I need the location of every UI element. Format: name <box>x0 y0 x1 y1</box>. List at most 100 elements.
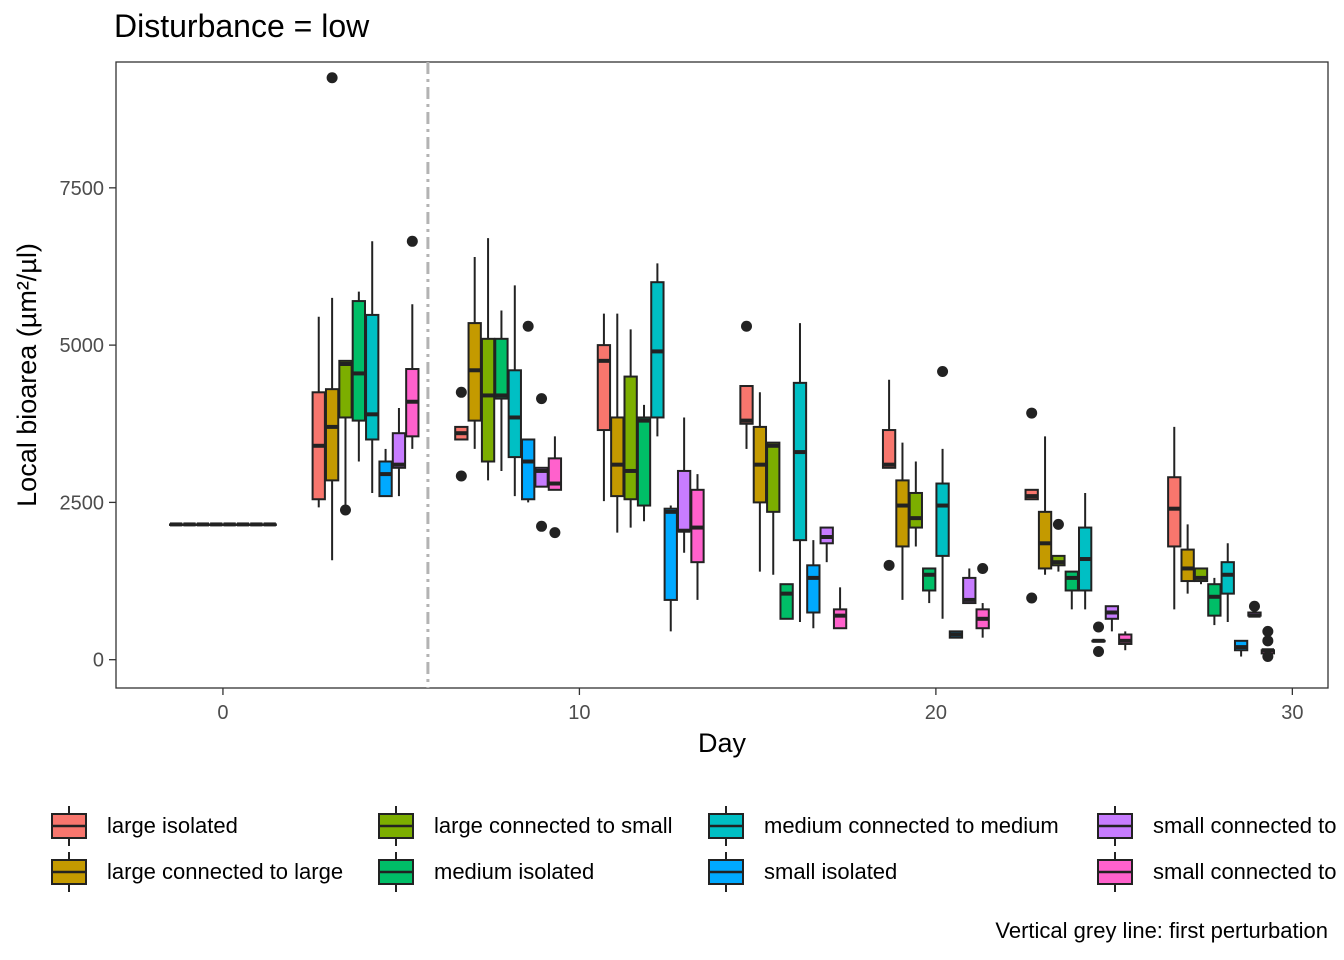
plot-panel <box>115 61 1329 689</box>
outlier <box>522 320 534 332</box>
legend <box>51 806 1133 892</box>
box <box>1064 570 1079 610</box>
outlier <box>1262 625 1274 637</box>
y-tick-label: 0 <box>93 650 104 672</box>
box <box>182 522 197 527</box>
y-axis-label: Local bioarea (µm²/µl) <box>12 243 42 507</box>
box <box>806 540 821 629</box>
box <box>1260 625 1275 663</box>
legend-key <box>378 806 414 846</box>
outlier <box>406 235 418 247</box>
box <box>663 505 678 632</box>
box <box>1091 621 1106 658</box>
box-body <box>1220 561 1235 595</box>
legend-label: large isolated <box>107 813 238 838</box>
box <box>454 386 469 482</box>
box-body <box>792 381 808 542</box>
box-body <box>1180 548 1195 583</box>
outlier <box>326 72 338 84</box>
box-body <box>636 416 652 507</box>
box <box>547 436 563 539</box>
boxes <box>169 72 1275 663</box>
box <box>235 522 251 527</box>
x-tick-label: 30 <box>1281 702 1303 724</box>
box <box>1180 524 1195 594</box>
box <box>222 522 237 527</box>
box-body <box>351 300 366 422</box>
box <box>739 320 754 449</box>
box <box>1118 631 1133 651</box>
outlier <box>536 520 548 532</box>
box-body <box>610 416 625 498</box>
box <box>1207 577 1222 626</box>
box <box>1220 543 1235 622</box>
box <box>405 235 420 449</box>
legend-label: small connected to <box>1153 813 1337 838</box>
box-body <box>480 337 496 463</box>
box-body <box>391 432 407 469</box>
box <box>1078 492 1093 610</box>
legend-label: medium connected to medium <box>764 813 1059 838</box>
box <box>752 392 768 572</box>
box <box>792 323 808 622</box>
box <box>365 241 380 493</box>
box-body <box>676 469 692 532</box>
outlier <box>455 470 467 482</box>
box-body <box>365 313 380 441</box>
outlier <box>741 320 753 332</box>
legend-key <box>1097 806 1133 846</box>
box-body <box>908 491 923 529</box>
outlier <box>977 562 989 574</box>
outlier <box>937 366 949 378</box>
box-body <box>895 479 910 548</box>
box-body <box>962 576 977 605</box>
box <box>391 408 407 497</box>
box <box>324 72 340 561</box>
box <box>262 522 277 527</box>
box <box>908 461 923 547</box>
box <box>690 474 705 600</box>
y-tick-label: 7500 <box>60 178 105 200</box>
box-body <box>922 567 937 592</box>
x-tick-label: 10 <box>568 702 590 724</box>
legend-key <box>51 852 87 892</box>
outlier <box>883 559 895 571</box>
box <box>480 238 496 481</box>
box-body <box>623 375 638 501</box>
axis-ticks: 0 10 20 30 0 2500 5000 7500 <box>60 178 1304 724</box>
legend-label: small isolated <box>764 859 898 884</box>
box <box>948 630 964 639</box>
outlier <box>1026 592 1038 604</box>
box-body <box>507 369 522 459</box>
outlier <box>339 504 351 516</box>
box <box>650 263 665 437</box>
box <box>1037 436 1053 575</box>
box <box>534 393 549 532</box>
box <box>1193 567 1209 585</box>
y-tick-label: 5000 <box>60 335 105 357</box>
box <box>881 379 897 571</box>
outlier <box>1262 651 1274 663</box>
box <box>610 313 625 533</box>
outlier <box>1026 407 1038 419</box>
x-tick-label: 0 <box>217 702 228 724</box>
box <box>1104 605 1120 632</box>
legend-key <box>708 806 744 846</box>
box <box>467 257 482 449</box>
box <box>895 442 910 600</box>
x-axis-label: Day <box>698 728 747 758</box>
box <box>832 587 848 630</box>
chart-title: Disturbance = low <box>114 8 370 44</box>
box <box>1024 407 1039 604</box>
box-body <box>935 482 950 557</box>
outlier <box>1052 518 1064 530</box>
box-body <box>324 388 340 482</box>
box <box>975 562 990 638</box>
box <box>209 522 224 527</box>
box <box>596 313 612 502</box>
legend-key <box>1097 852 1133 892</box>
box <box>962 568 977 605</box>
box <box>351 291 366 462</box>
box-body <box>596 344 612 432</box>
